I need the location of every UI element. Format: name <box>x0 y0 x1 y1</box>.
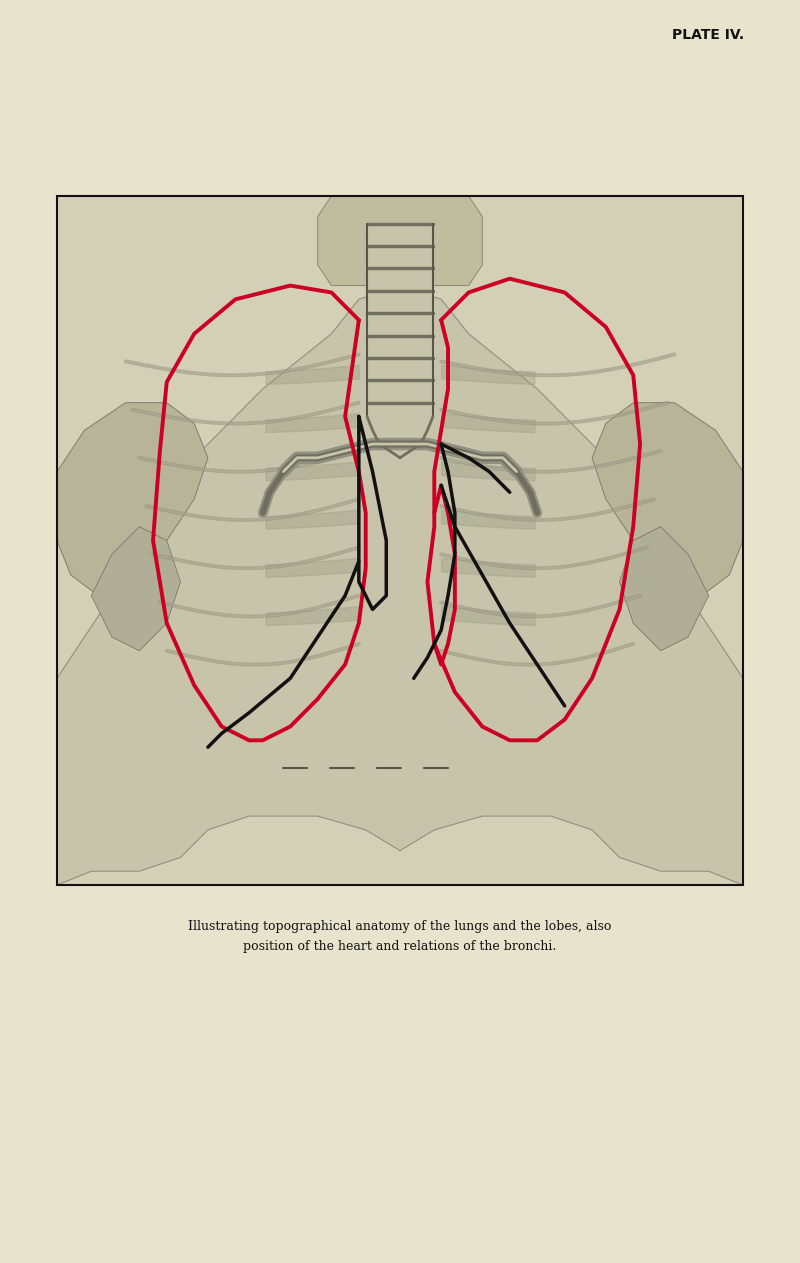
Polygon shape <box>57 285 743 885</box>
Polygon shape <box>619 527 709 650</box>
Polygon shape <box>367 224 433 417</box>
Text: position of the heart and relations of the bronchi.: position of the heart and relations of t… <box>243 940 557 954</box>
Bar <box>57 196 743 885</box>
Text: Illustrating topographical anatomy of the lungs and the lobes, also: Illustrating topographical anatomy of th… <box>188 919 612 933</box>
Polygon shape <box>592 403 743 596</box>
Polygon shape <box>57 403 208 596</box>
Text: PLATE IV.: PLATE IV. <box>672 28 744 42</box>
Bar <box>57 196 743 885</box>
Polygon shape <box>318 196 482 285</box>
Polygon shape <box>91 527 181 650</box>
